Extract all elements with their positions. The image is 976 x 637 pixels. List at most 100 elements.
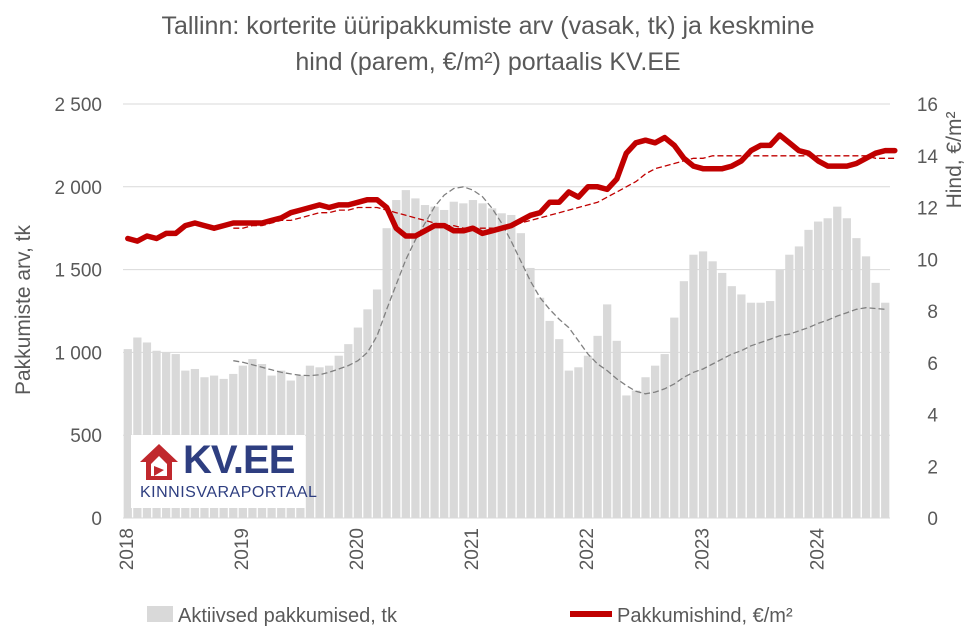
bar-32: [430, 206, 439, 518]
chart-title-line-1: Tallinn: korterite üüripakkumiste arv (v…: [161, 12, 815, 40]
legend: Aktiivsed pakkumised, tk Pakkumishind, €…: [147, 605, 793, 627]
bar-64: [737, 294, 746, 518]
bar-47: [574, 367, 583, 518]
bar-65: [746, 302, 756, 518]
house-icon: [140, 444, 178, 480]
x-axis-ticks: 2018 2019 2020 2021 2022 2023 2024: [117, 528, 828, 571]
bar-31: [420, 205, 430, 519]
left-tick-label-1: 500: [70, 426, 102, 447]
bar-72: [813, 221, 823, 519]
bar-54: [641, 377, 650, 518]
bar-45: [555, 339, 564, 518]
bar-67: [766, 301, 775, 518]
bar-56: [660, 354, 669, 518]
bar-21: [325, 365, 334, 518]
bar-53: [631, 390, 641, 518]
bar-46: [564, 370, 573, 518]
bar-24: [353, 327, 363, 518]
right-tick-label-6: 12: [917, 199, 938, 220]
bar-39: [497, 213, 506, 518]
bar-63: [727, 286, 736, 518]
bar-78: [871, 282, 880, 518]
bar-43: [535, 297, 545, 518]
bar-50: [603, 304, 612, 518]
right-tick-label-7: 14: [917, 147, 939, 168]
left-tick-label-0: 0: [91, 509, 102, 530]
trend-line-count: [233, 186, 886, 395]
bar-55: [650, 365, 660, 518]
trend-line-price: [233, 155, 895, 229]
chart-title-line-2: hind (parem, €/m²) portaalis KV.EE: [295, 48, 681, 76]
bar-69: [785, 254, 794, 519]
right-tick-label-1: 2: [927, 457, 938, 478]
bar-27: [382, 228, 391, 518]
bar-25: [363, 309, 372, 518]
right-tick-label-5: 10: [917, 250, 938, 271]
bar-41: [516, 233, 526, 518]
bar-42: [526, 267, 535, 518]
bar-37: [478, 203, 487, 519]
x-tick-label-4: 2022: [577, 528, 598, 570]
bar-23: [344, 344, 353, 518]
bar-57: [670, 317, 679, 518]
right-tick-label-8: 16: [917, 95, 938, 116]
bar-26: [372, 289, 382, 518]
bar-36: [468, 200, 478, 518]
right-tick-label-4: 8: [927, 302, 938, 323]
bar-22: [334, 355, 343, 518]
x-tick-label-5: 2023: [692, 528, 713, 570]
bar-38: [487, 208, 497, 518]
right-axis-title: Hind, €/m²: [943, 112, 966, 209]
bar-51: [612, 340, 621, 518]
bar-70: [794, 246, 804, 518]
bar-77: [861, 256, 871, 518]
bar-73: [823, 218, 832, 518]
bar-33: [440, 209, 449, 518]
bar-74: [833, 206, 842, 518]
bar-79: [881, 302, 890, 518]
x-tick-label-3: 2021: [462, 528, 483, 570]
bar-58: [679, 281, 688, 518]
x-tick-label-0: 2018: [117, 528, 138, 570]
bar-34: [449, 201, 458, 519]
left-tick-label-3: 1 500: [54, 261, 102, 282]
price-line-series: [125, 132, 898, 244]
right-tick-label-3: 6: [927, 354, 938, 375]
bar-68: [775, 269, 784, 518]
logo-brand: KV.EE: [183, 438, 295, 482]
logo-subtitle: KINNISVARAPORTAAL: [140, 484, 318, 501]
bar-76: [852, 238, 861, 519]
bar-60: [698, 251, 708, 518]
legend-bar-label: Aktiivsed pakkumised, tk: [178, 605, 398, 627]
bar-30: [411, 198, 420, 518]
bar-19: [305, 365, 315, 518]
bar-52: [622, 395, 631, 518]
bar-71: [804, 229, 813, 518]
x-tick-label-2: 2020: [347, 528, 368, 570]
right-axis-ticks: 0 2 4 6 8 10 12 14 16: [917, 95, 939, 530]
x-tick-label-1: 2019: [232, 528, 253, 570]
bar-49: [593, 335, 602, 518]
left-axis-title: Pakkumiste arv, tk: [12, 225, 35, 395]
left-tick-label-2: 1 000: [54, 343, 102, 364]
left-tick-label-4: 2 000: [54, 178, 102, 199]
bar-59: [689, 254, 698, 519]
trend-lines: [233, 155, 895, 395]
right-tick-label-0: 0: [927, 509, 938, 530]
bar-40: [507, 214, 516, 518]
bar-20: [315, 367, 324, 518]
bar-2: [142, 342, 152, 518]
legend-bar-swatch: [147, 606, 173, 622]
bar-44: [545, 320, 554, 518]
bar-3: [152, 350, 161, 518]
bar-29: [401, 190, 410, 518]
bar-1: [133, 337, 142, 518]
bar-61: [708, 261, 717, 518]
left-tick-label-5: 2 500: [54, 95, 102, 116]
bar-48: [583, 355, 593, 518]
bar-28: [392, 200, 401, 518]
legend-line-label: Pakkumishind, €/m²: [617, 605, 793, 627]
bar-66: [756, 302, 765, 518]
bar-0: [123, 349, 132, 518]
